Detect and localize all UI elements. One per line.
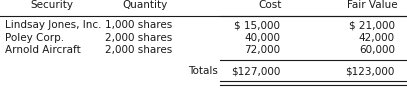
Text: Fair Value: Fair Value [347,0,397,10]
Text: 2,000 shares: 2,000 shares [105,33,172,43]
Text: Arnold Aircraft: Arnold Aircraft [5,45,81,55]
Text: 60,000: 60,000 [359,45,395,55]
Text: Poley Corp.: Poley Corp. [5,33,64,43]
Text: 1,000 shares: 1,000 shares [105,20,172,30]
Text: 2,000 shares: 2,000 shares [105,45,172,55]
Text: $ 21,000: $ 21,000 [349,20,395,30]
Text: Cost: Cost [258,0,282,10]
Text: 40,000: 40,000 [244,33,280,43]
Text: Security: Security [31,0,74,10]
Text: $127,000: $127,000 [231,66,280,76]
Text: 72,000: 72,000 [244,45,280,55]
Text: Totals: Totals [188,66,218,76]
Text: $123,000: $123,000 [346,66,395,76]
Text: $ 15,000: $ 15,000 [234,20,280,30]
Text: 42,000: 42,000 [359,33,395,43]
Text: Quantity: Quantity [123,0,168,10]
Text: Lindsay Jones, Inc.: Lindsay Jones, Inc. [5,20,101,30]
